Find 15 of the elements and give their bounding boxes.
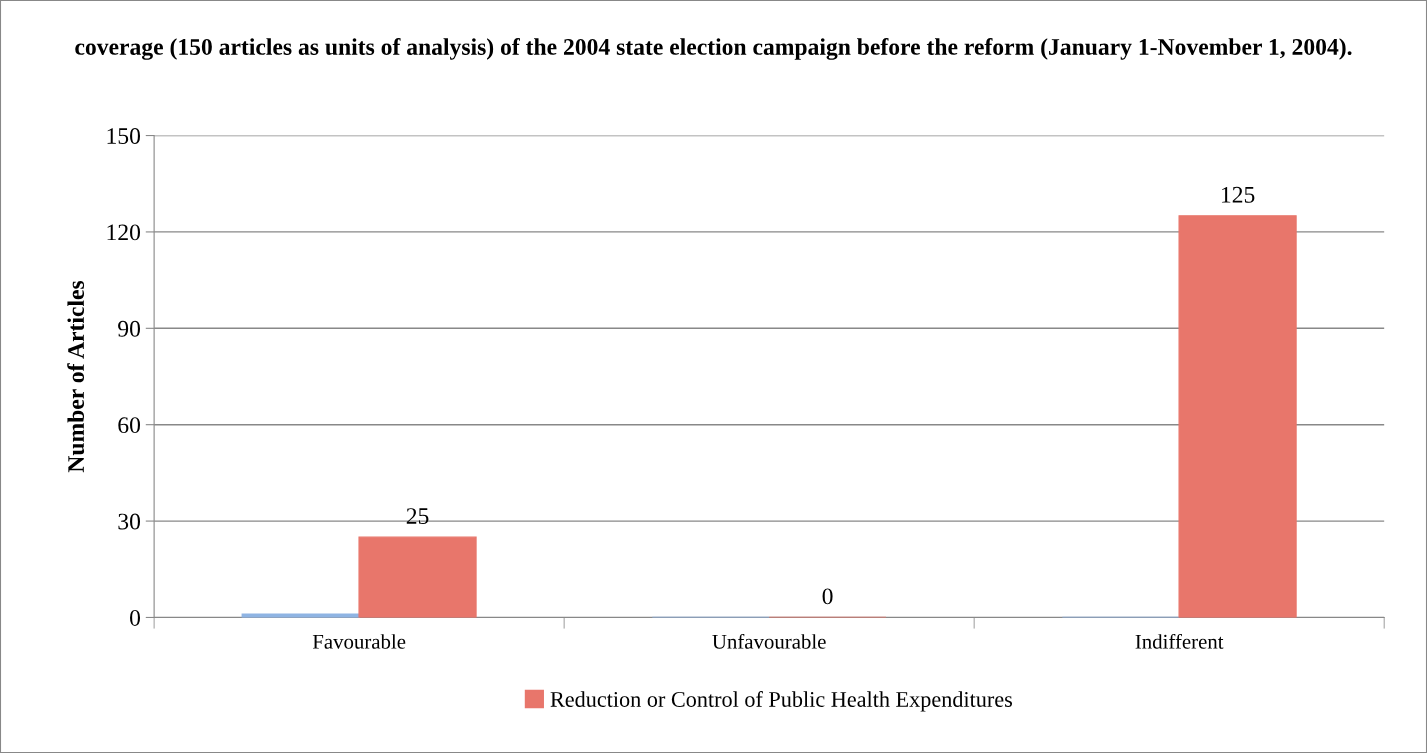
y-axis-title: Number of Articles [67,280,85,473]
y-tick-label: 0 [130,609,141,626]
chart-title: coverage (150 articles as units of analysis) of the 2004 state election campaign before the reform (January 1-November 1, 2004). [75,38,1352,60]
x-tick-label: Indifferent [1135,633,1224,649]
x-tick-label: Favourable [312,634,406,649]
legend-label: Reduction or Control of Public Health Expenditures [550,691,1013,712]
data-label: 0 [822,588,833,605]
data-label: 125 [1221,186,1255,203]
y-tick-label: 60 [118,417,141,434]
y-tick-label: 30 [118,513,141,530]
y-tick-label: 150 [107,128,141,144]
data-label: 25 [406,508,429,525]
y-tick-label: 120 [107,224,141,241]
y-tick-label: 90 [118,320,141,337]
x-tick-label: Unfavourable [712,633,826,649]
